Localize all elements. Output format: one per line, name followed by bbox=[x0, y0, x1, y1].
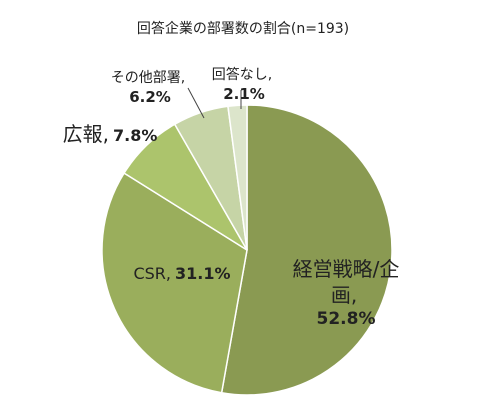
pie-slice bbox=[227, 104, 248, 251]
value-label: 7.8% bbox=[112, 126, 158, 145]
data-label: 経営戦略/企画, 52.8% bbox=[290, 256, 402, 330]
category-label: CSR bbox=[133, 264, 166, 283]
value-label: 6.2% bbox=[129, 87, 171, 106]
pie-slice bbox=[220, 104, 393, 396]
data-label: その他部署, 6.2% bbox=[92, 67, 208, 107]
value-label: 52.8% bbox=[316, 309, 376, 329]
value-label: 31.1% bbox=[175, 264, 231, 283]
separator: , bbox=[102, 122, 109, 146]
data-label: CSR, 31.1% bbox=[112, 264, 252, 285]
category-label: その他部署 bbox=[110, 70, 181, 86]
data-label: 広報, 7.8% bbox=[40, 121, 180, 147]
separator: , bbox=[350, 283, 358, 307]
category-label: 経営戦略/企画 bbox=[292, 257, 400, 307]
chart-title: 回答企業の部署数の割合(n=193) bbox=[136, 21, 350, 37]
leader-line bbox=[187, 87, 205, 119]
separator: , bbox=[165, 264, 172, 283]
separator: , bbox=[180, 70, 186, 86]
separator: , bbox=[267, 67, 273, 83]
value-label: 2.1% bbox=[223, 84, 265, 103]
category-label: 回答なし bbox=[211, 67, 268, 83]
data-label: 回答なし, 2.1% bbox=[200, 64, 288, 104]
category-label: 広報 bbox=[62, 122, 103, 146]
